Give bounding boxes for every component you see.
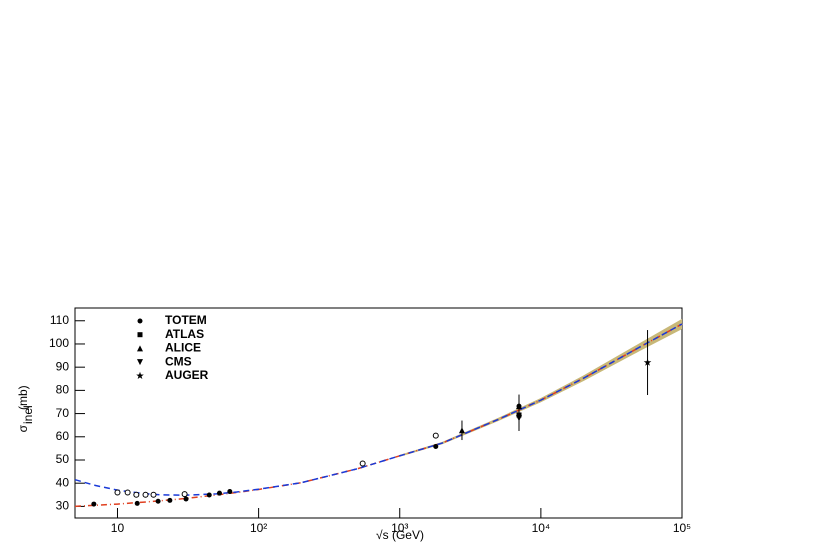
marker [91, 501, 97, 507]
marker [155, 498, 161, 504]
marker [432, 432, 439, 439]
legend-label: ALICE [165, 341, 201, 355]
marker [114, 489, 121, 496]
marker [643, 358, 652, 366]
marker [167, 497, 173, 503]
y-tick-label: 70 [56, 406, 70, 420]
y-label-subscript: inel [21, 405, 35, 424]
y-tick-label: 90 [56, 359, 70, 373]
marker [134, 500, 140, 506]
plot-frame [74, 307, 683, 519]
marker [133, 491, 140, 498]
uncertainty-band [399, 318, 682, 457]
x-tick-label: 10 [111, 521, 125, 535]
marker [227, 489, 233, 495]
marker [183, 496, 189, 502]
marker [516, 415, 523, 422]
marker [433, 444, 439, 450]
marker [216, 490, 222, 496]
y-tick-label: 30 [56, 499, 70, 513]
y-tick-label: 100 [49, 336, 69, 350]
marker [516, 403, 523, 410]
y-label-unit: (mb) [16, 385, 30, 410]
x-tick-label: 10⁴ [532, 521, 551, 535]
x-tick-label: 10⁵ [673, 521, 691, 535]
legend-label: CMS [165, 354, 192, 368]
marker [359, 460, 366, 467]
legend-marker [136, 371, 144, 380]
legend-marker [137, 345, 143, 352]
legend-marker [137, 332, 143, 338]
marker [458, 427, 465, 434]
y-tick-label: 80 [56, 383, 70, 397]
legend-label: TOTEM [165, 313, 207, 327]
y-axis-label: σ inel (mb) [16, 385, 35, 432]
y-tick-label: 40 [56, 475, 70, 489]
marker [181, 491, 188, 498]
y-label-symbol: σ [16, 424, 30, 432]
marker [124, 489, 131, 496]
y-tick-label: 110 [50, 313, 69, 327]
legend-label: ATLAS [165, 327, 204, 341]
marker [150, 491, 157, 498]
legend-label: AUGER [165, 368, 209, 382]
legend-marker [137, 318, 143, 324]
x-axis-label: √s (GeV) [376, 528, 424, 542]
legend-marker [137, 359, 143, 366]
marker [142, 491, 149, 498]
x-tick-label: 10² [250, 521, 267, 535]
x-tick-label: 10³ [391, 521, 408, 535]
marker [206, 492, 212, 498]
y-tick-label: 60 [56, 429, 70, 443]
y-tick-label: 50 [56, 452, 70, 466]
